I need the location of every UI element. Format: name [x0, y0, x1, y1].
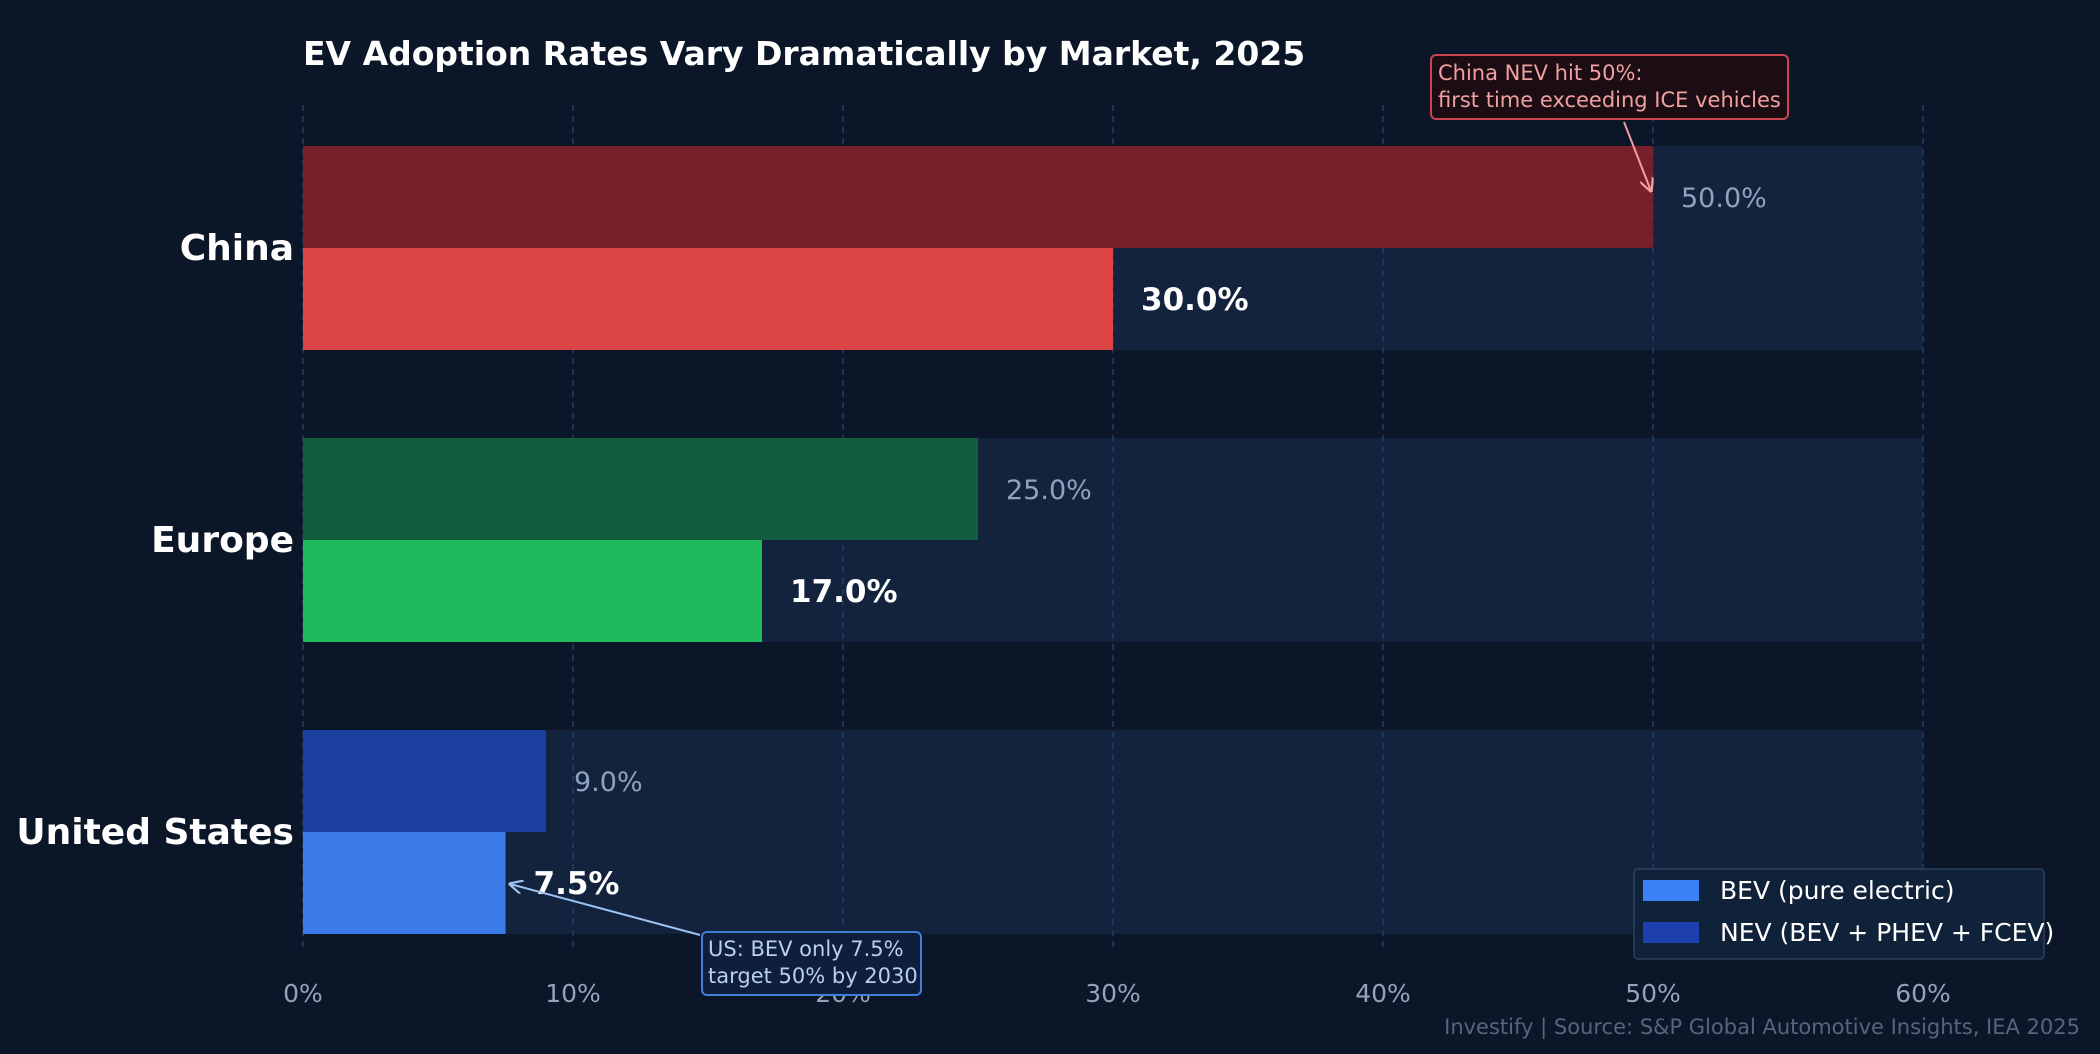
label-bev-europe: 17.0%: [790, 574, 898, 610]
legend-box: [1633, 868, 2045, 960]
bar-nev-united-states: [303, 730, 546, 832]
legend-label-bev: BEV (pure electric): [1720, 876, 1955, 905]
label-nev-united-states: 9.0%: [574, 767, 643, 798]
chart-title: EV Adoption Rates Vary Dramatically by M…: [303, 34, 1305, 73]
x-tick-label: 60%: [1895, 979, 1951, 1008]
x-tick-label: 40%: [1355, 979, 1411, 1008]
bar-nev-europe: [303, 438, 978, 540]
x-tick-label: 0%: [283, 979, 323, 1008]
annotation-us-arrow: [510, 884, 701, 936]
annotation-china-arrow: [1623, 121, 1651, 191]
source-note: Investify | Source: S&P Global Automotiv…: [1444, 1015, 2080, 1040]
label-bev-united-states: 7.5%: [534, 866, 620, 902]
legend-label-nev: NEV (BEV + PHEV + FCEV): [1720, 918, 2054, 947]
label-bev-china: 30.0%: [1141, 282, 1249, 318]
bar-bev-united-states: [303, 832, 506, 934]
label-nev-china: 50.0%: [1681, 183, 1767, 214]
x-tick-label: 50%: [1625, 979, 1681, 1008]
legend-swatch-bev: [1643, 880, 1699, 901]
annotation-us-box: [701, 931, 922, 996]
annotation-china-line-1: China NEV hit 50%:: [1438, 61, 1642, 85]
annotation-us-line-1: US: BEV only 7.5%: [708, 937, 904, 961]
bar-bev-china: [303, 248, 1113, 350]
legend-swatch-nev: [1643, 922, 1699, 943]
category-label-united-states: United States: [16, 812, 294, 853]
x-tick-label: 10%: [545, 979, 601, 1008]
annotation-china-box: [1430, 54, 1789, 120]
bar-nev-china: [303, 146, 1653, 248]
annotation-us-line-2: target 50% by 2030: [708, 964, 918, 988]
annotation-china-line-2: first time exceeding ICE vehicles: [1438, 88, 1781, 112]
bar-bev-europe: [303, 540, 762, 642]
label-nev-europe: 25.0%: [1006, 475, 1092, 506]
category-label-china: China: [180, 228, 294, 269]
category-label-europe: Europe: [151, 520, 294, 561]
x-tick-label: 30%: [1085, 979, 1141, 1008]
